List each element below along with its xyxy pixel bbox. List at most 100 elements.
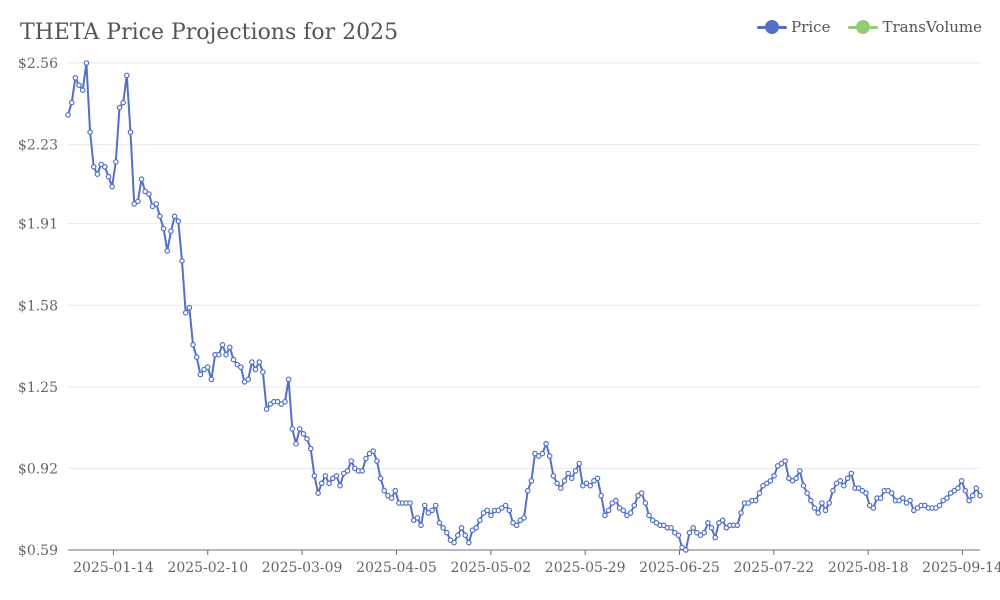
- price-point: [796, 468, 803, 474]
- price-point: [576, 460, 583, 467]
- price-point: [554, 480, 560, 487]
- price-point: [385, 492, 391, 499]
- price-point: [543, 440, 549, 447]
- price-point: [337, 482, 343, 489]
- price-point: [488, 512, 494, 519]
- price-point: [432, 502, 439, 509]
- price-point: [719, 517, 726, 524]
- price-point: [524, 487, 531, 494]
- price-point: [374, 458, 380, 464]
- price-point: [863, 490, 869, 496]
- price-point: [142, 188, 149, 195]
- price-point: [135, 198, 141, 205]
- price-point: [583, 480, 590, 487]
- price-point: [469, 527, 476, 534]
- price-point: [171, 213, 178, 220]
- price-point: [94, 171, 101, 178]
- price-point: [102, 164, 108, 170]
- y-tick-label: $2.56: [18, 56, 58, 72]
- price-point: [238, 364, 244, 370]
- price-point: [208, 376, 215, 383]
- y-tick-label: $1.58: [18, 298, 58, 314]
- price-point: [322, 472, 329, 479]
- price-point: [532, 450, 538, 457]
- price-point: [899, 495, 906, 501]
- chart-title: THETA Price Projections for 2025: [20, 20, 399, 45]
- price-point: [410, 517, 417, 524]
- price-point: [124, 72, 130, 79]
- price-point: [877, 495, 884, 501]
- price-point: [377, 475, 384, 482]
- price-point: [638, 490, 645, 496]
- price-point: [888, 490, 895, 496]
- price-point: [701, 529, 708, 536]
- x-tick-label: 2025-07-22: [733, 560, 814, 576]
- price-point: [443, 529, 450, 536]
- price-point: [473, 524, 480, 531]
- price-point: [307, 445, 314, 452]
- price-point: [223, 351, 229, 358]
- price-point: [539, 450, 546, 457]
- price-point: [841, 482, 847, 489]
- price-point: [127, 129, 134, 136]
- price-point: [745, 500, 752, 506]
- price-point: [440, 524, 446, 531]
- price-point: [160, 225, 167, 232]
- price-point: [660, 522, 667, 529]
- legend-label-transvolume: TransVolume: [882, 18, 982, 36]
- price-point: [204, 364, 211, 370]
- legend-swatch-transvolume: [848, 20, 879, 34]
- price-point: [359, 468, 366, 474]
- price-point: [513, 522, 520, 529]
- price-point: [811, 505, 818, 511]
- price-point: [348, 458, 355, 464]
- price-point: [179, 257, 185, 264]
- legend-item-price[interactable]: Price: [757, 18, 830, 36]
- price-point: [190, 341, 196, 348]
- price-point: [859, 487, 866, 494]
- price-point: [138, 176, 145, 183]
- price-point: [528, 477, 535, 484]
- price-point: [977, 492, 983, 499]
- price-point: [598, 492, 605, 499]
- price-point: [697, 532, 704, 539]
- price-point: [418, 522, 424, 529]
- price-point: [620, 507, 627, 514]
- price-point: [671, 529, 678, 536]
- price-point: [370, 448, 377, 454]
- price-point: [613, 497, 619, 504]
- price-point: [164, 248, 171, 254]
- price-point: [153, 201, 160, 207]
- price-point: [175, 218, 182, 225]
- price-point: [105, 173, 112, 180]
- price-point: [572, 468, 579, 474]
- price-point: [351, 465, 358, 472]
- price-point: [289, 426, 296, 432]
- price-point: [848, 470, 855, 477]
- price-point: [752, 497, 759, 504]
- price-point: [844, 475, 851, 482]
- price-point: [837, 477, 844, 484]
- price-point: [830, 487, 836, 494]
- x-tick-label: 2025-04-05: [356, 560, 437, 576]
- legend-item-transvolume[interactable]: TransVolume: [848, 18, 982, 36]
- price-point: [392, 487, 399, 494]
- price-point: [738, 510, 744, 516]
- price-point: [462, 532, 469, 539]
- price-point: [333, 472, 340, 479]
- x-tick-label: 2025-05-29: [545, 560, 626, 576]
- x-tick-label: 2025-01-14: [73, 560, 154, 576]
- price-point: [546, 453, 553, 459]
- price-point: [414, 515, 421, 521]
- price-point: [914, 505, 921, 511]
- price-point: [682, 547, 689, 553]
- price-point: [182, 309, 189, 316]
- price-point: [705, 519, 711, 526]
- price-point: [120, 99, 127, 106]
- price-point: [234, 361, 241, 368]
- price-point: [484, 507, 491, 514]
- price-point: [344, 468, 351, 474]
- price-point: [951, 487, 958, 494]
- x-tick-label: 2025-05-02: [450, 560, 531, 576]
- price-point: [763, 480, 770, 487]
